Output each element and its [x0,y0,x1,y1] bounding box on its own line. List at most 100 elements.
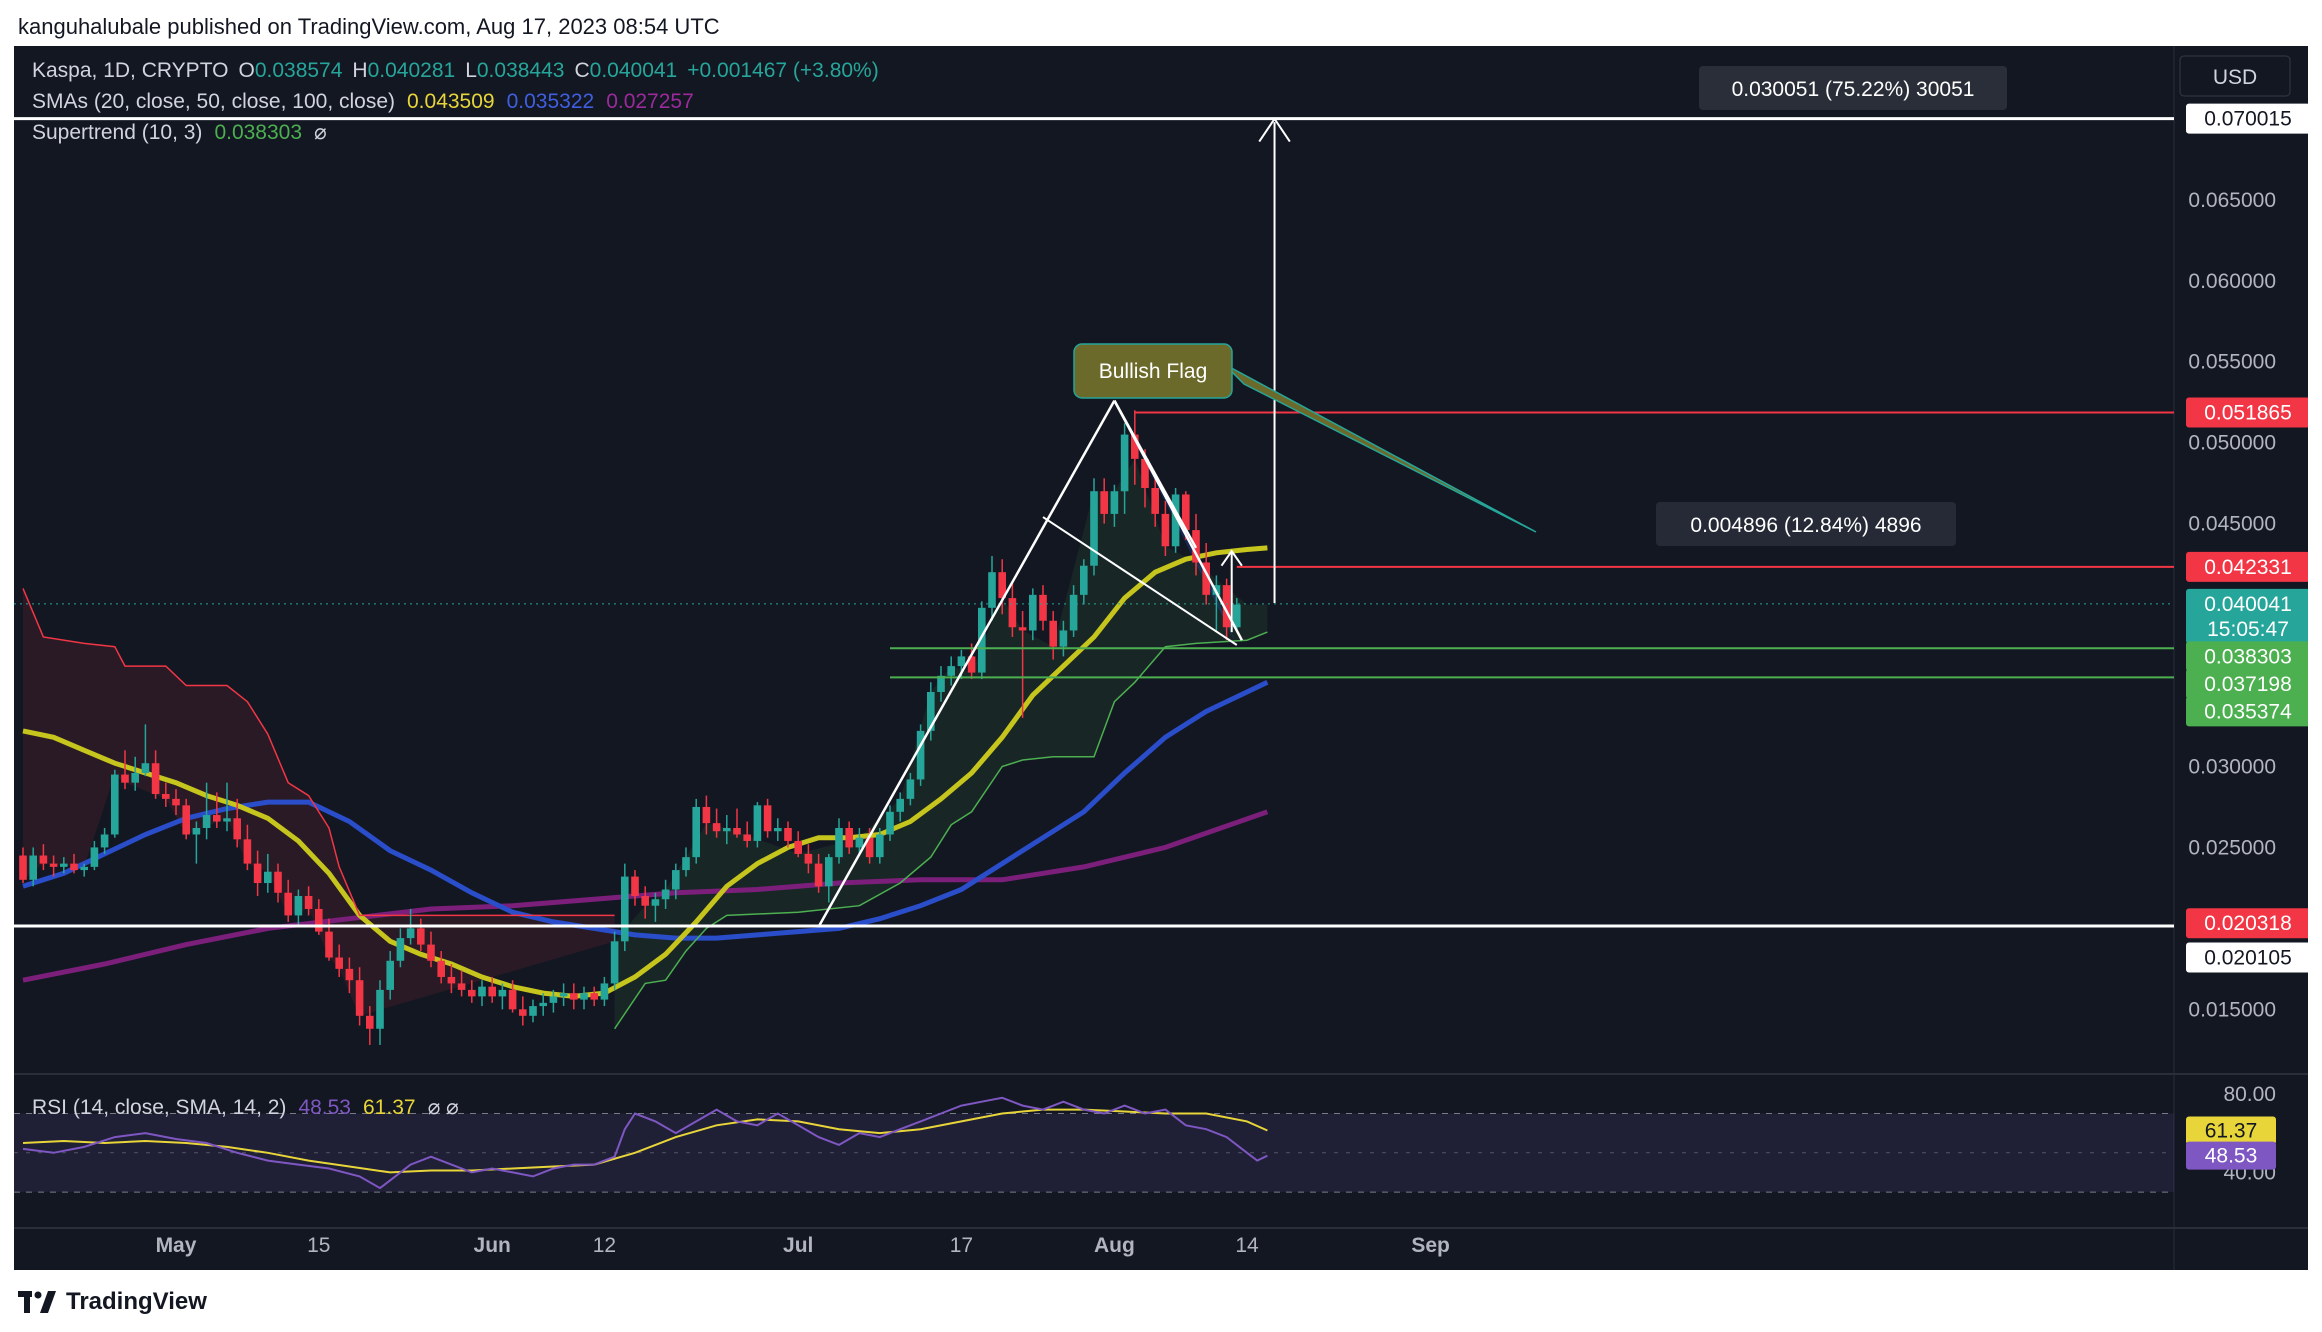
tradingview-logo-icon [18,1291,56,1313]
candle [570,993,578,1000]
legend-supertrend-icon: ⌀ [314,121,327,144]
price-tick-label: 0.060000 [2188,270,2276,293]
candle [794,840,802,854]
rsi-value-box [2186,1116,2276,1145]
candle [1202,562,1210,595]
candle [498,989,507,997]
candle [233,818,241,840]
legend-rsi-icons: ⌀ ⌀ [428,1096,459,1119]
candle [294,896,303,916]
candle [896,798,904,812]
candle [60,863,68,867]
channel-line [1042,516,1238,646]
candle [692,806,700,858]
candle [610,941,619,984]
candle [967,656,976,673]
candle [712,823,721,832]
legend-close: 0.040041 [590,59,678,82]
legend-supertrend-label: Supertrend (10, 3) [32,121,202,144]
candle [621,876,629,942]
candle [345,968,354,981]
measure-label: 0.030051 (75.22%) 30051 [1732,78,1975,101]
footer: TradingView [18,1284,207,1320]
price-label-box [2186,641,2310,672]
sma50-line [22,680,1269,941]
small-measure-label-box [1656,502,1956,546]
price-label: 0.051865 [2204,401,2292,424]
measure-label-box [1699,66,2007,110]
legend-rsi[interactable]: RSI (14, close, SMA, 14, 2) 48.53 61.37 ⌀ ⌀ [32,1096,459,1119]
candle [192,828,201,835]
candle [1171,494,1180,547]
rsi-ma-line [22,1108,1268,1174]
candle [1029,594,1037,631]
price-label: 0.070015 [2204,108,2292,131]
candle [1131,434,1139,459]
price-tick-label: 0.030000 [2188,755,2276,778]
price-tick-label: 0.055000 [2188,351,2276,374]
candle [406,928,415,939]
chart-svg[interactable]: Bullish Flag 0.030051 (75.22%) 30051 0.004… [14,46,2310,1270]
candle [111,774,119,835]
chart-background [14,46,2308,1270]
rsi-line [22,1096,1268,1190]
price-label: 0.035374 [2204,700,2292,723]
candle [284,892,292,916]
candle [641,896,649,906]
chart-frame[interactable]: Bullish Flag 0.030051 (75.22%) 30051 0.004… [14,46,2310,1270]
candle [131,772,139,783]
candle [213,815,221,822]
legend-supertrend[interactable]: Supertrend (10, 3) 0.038303 ⌀ [32,121,327,144]
candle [1069,594,1078,631]
callout-pointer [1223,363,1537,533]
candle [733,828,741,835]
candle [906,779,915,799]
price-label: 15:05:47 [2207,618,2289,641]
candle [100,834,109,848]
currency-button[interactable] [2179,55,2291,97]
candle [539,1002,547,1007]
footer-brand[interactable]: TradingView [66,1288,207,1315]
candle [90,847,99,867]
legend-supertrend-value: 0.038303 [214,121,302,144]
candle [774,828,782,832]
legend-sma100: 0.027257 [606,90,694,113]
candle [804,853,813,864]
price-label: 0.037198 [2204,673,2292,696]
candle [417,928,425,945]
candle [927,692,935,731]
legend-low: 0.038443 [477,59,565,82]
candle [1080,565,1088,595]
time-tick-label: May [156,1234,197,1257]
time-tick-label: 17 [950,1234,973,1257]
candle [682,857,690,871]
legend-sma[interactable]: SMAs (20, close, 50, close, 100, close) 0… [32,90,694,113]
candle [1090,491,1098,566]
candle [488,986,496,997]
price-tick-label: 0.015000 [2188,998,2276,1021]
candle [29,855,37,880]
candle [1018,627,1027,631]
candle [1120,434,1129,492]
candle [835,828,843,858]
callout-box [1073,343,1233,399]
currency-label[interactable]: USD [2213,66,2257,89]
candle [253,863,262,884]
candle [427,944,435,961]
rsi-tick-label: 80.00 [2223,1083,2276,1106]
candle [162,794,170,799]
candle [1008,598,1017,628]
price-label: 0.020318 [2204,912,2292,935]
candle [396,938,405,961]
candle [549,996,558,1003]
candle [957,656,966,667]
candle [121,774,129,783]
legend-sma20: 0.043509 [407,90,495,113]
candle [855,837,864,848]
legend-high: 0.040281 [368,59,456,82]
candle [845,828,853,848]
candle [264,871,272,884]
candle [916,730,925,780]
candle [784,828,792,841]
price-label-box [2186,103,2310,134]
